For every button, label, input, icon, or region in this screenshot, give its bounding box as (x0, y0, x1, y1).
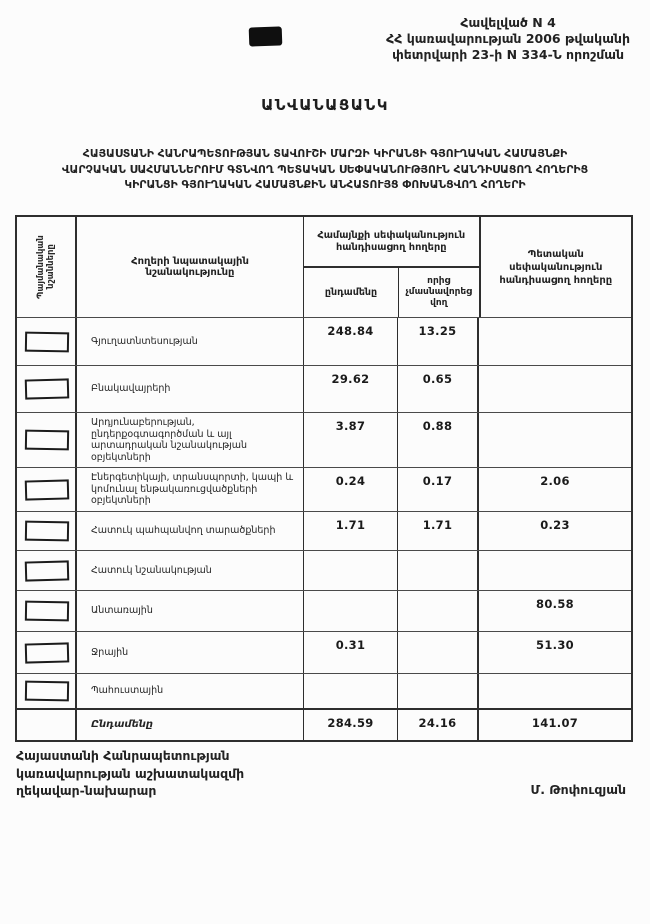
conventional-signs-label: Պայմանական նշանները (36, 235, 56, 299)
header-land-purpose: Հողերի նպատակային նշանակությունը (75, 217, 303, 317)
community-total-value (303, 551, 397, 590)
subheader-total: ընդամենը (324, 287, 378, 298)
state-property-value (477, 318, 631, 365)
community-total-value: 3.87 (303, 413, 397, 467)
land-category-label: Գյուղատնտեսության (75, 318, 303, 365)
non-privatized-value (397, 674, 477, 708)
state-property-value (477, 366, 631, 412)
sign-cell (17, 551, 75, 590)
subtitle-line: ԿԻՐԱՆՑԻ ԳՅՈՒՂԱԿԱՆ ՀԱՄԱՅՆՔԻՆ ԱՆՀԱՏՈՒՅՑ ՓՈ… (124, 178, 526, 191)
land-category-label: Պահուստային (75, 674, 303, 708)
community-property-group-label: Համայնքի սեփականություն հանդիսացող հողեր… (317, 229, 466, 253)
document-subtitle: ՀԱՅԱՍՏԱՆԻ ՀԱՆՐԱՊԵՏՈՒԹՅԱՆ ՏԱՎՈՒՇԻ ՄԱՐԶԻ Կ… (24, 146, 626, 193)
sign-cell (17, 632, 75, 673)
subtitle-line: ՀԱՅԱՍՏԱՆԻ ՀԱՆՐԱՊԵՏՈՒԹՅԱՆ ՏԱՎՈՒՇԻ ՄԱՐԶԻ Կ… (82, 147, 568, 160)
land-category-label: Էներգետիկայի, տրանսպորտի, կապի և կոմունա… (75, 468, 303, 511)
community-total-value (303, 674, 397, 708)
community-total-value (303, 591, 397, 631)
sign-cell (17, 413, 75, 467)
non-privatized-value (397, 551, 477, 590)
total-non-privatized-value: 24.16 (397, 710, 477, 740)
community-total-value: 1.71 (303, 512, 397, 550)
legend-box-icon (24, 429, 70, 451)
sign-cell (17, 318, 75, 365)
signatory-line: կառավարության աշխատակազմի (16, 765, 245, 781)
legend-box-icon (24, 520, 70, 542)
header-conventional-signs: Պայմանական նշանները (17, 217, 75, 317)
community-total-value: 29.62 (303, 366, 397, 412)
signatory-name: Մ. Թոփուզյան (530, 782, 626, 797)
decision-date-number: փետրվարի 23-ի N 334-Ն որոշման (392, 47, 625, 62)
table-row: Հատուկ նշանակության (17, 550, 631, 590)
total-label: Ընդամենը (75, 710, 303, 740)
total-state-value: 141.07 (477, 710, 631, 740)
state-property-value (477, 674, 631, 708)
sign-cell (17, 591, 75, 631)
signatory-position-block: Հայաստանի Հանրապետության կառավարության ա… (16, 747, 244, 800)
state-property-value: 80.58 (477, 591, 631, 631)
legend-box-icon (24, 331, 70, 352)
scan-ink-blob-artifact (248, 26, 283, 47)
signatory-line: ղեկավար-նախարար (16, 783, 157, 798)
signatory-line: Հայաստանի Հանրապետության (16, 748, 230, 763)
table-row: Էներգետիկայի, տրանսպորտի, կապի և կոմունա… (17, 467, 631, 511)
table-row: Արդյունաբերության, ընդերքօգտագործման և ա… (17, 412, 631, 467)
legend-box-icon (24, 478, 70, 501)
table-row: Բնակավայրերի 29.62 0.65 (17, 365, 631, 412)
community-total-value: 0.24 (303, 468, 397, 511)
legend-box-icon (24, 680, 70, 702)
community-total-value: 0.31 (303, 632, 397, 673)
header-state-property: Պետական սեփականություն հանդիսացող հողերը (478, 217, 632, 317)
non-privatized-value: 13.25 (397, 318, 477, 365)
legend-box-icon (24, 600, 70, 622)
legend-box-icon (24, 641, 70, 664)
appendix-number: Հավելված N 4 (460, 15, 556, 30)
land-category-label: Հատուկ նշանակության (75, 551, 303, 590)
non-privatized-value: 0.65 (397, 366, 477, 412)
total-community-value: 284.59 (303, 710, 397, 740)
sign-cell (17, 468, 75, 511)
land-category-label: Ջրային (75, 632, 303, 673)
sign-cell (17, 710, 75, 740)
table-row: Անտառային 80.58 (17, 590, 631, 631)
table-row: Ջրային 0.31 51.30 (17, 631, 631, 673)
non-privatized-value: 0.17 (397, 468, 477, 511)
state-property-value: 51.30 (477, 632, 631, 673)
land-category-label: Անտառային (75, 591, 303, 631)
non-privatized-value (397, 632, 477, 673)
table-row: Հատուկ պահպանվող տարածքների 1.71 1.71 0.… (17, 511, 631, 550)
sign-cell (17, 366, 75, 412)
legend-box-icon (24, 559, 70, 582)
table-total-row: Ընդամենը 284.59 24.16 141.07 (17, 708, 631, 740)
state-property-value: 0.23 (477, 512, 631, 550)
page-title: ԱՆՎԱՆԱՑԱՆԿ (261, 96, 389, 114)
sign-cell (17, 674, 75, 708)
non-privatized-value: 0.88 (397, 413, 477, 467)
community-total-value: 248.84 (303, 318, 397, 365)
non-privatized-value (397, 591, 477, 631)
land-category-label: Բնակավայրերի (75, 366, 303, 412)
appendix-header: Հավելված N 4 ՀՀ կառավարության 2006 թվակա… (386, 15, 630, 63)
sign-cell (17, 512, 75, 550)
state-property-value (477, 551, 631, 590)
state-property-value: 2.06 (477, 468, 631, 511)
government-decision-year: ՀՀ կառավարության 2006 թվականի (386, 31, 630, 46)
header-community-property-group: Համայնքի սեփականություն հանդիսացող հողեր… (303, 217, 479, 317)
table-header-row: Պայմանական նշանները Հողերի նպատակային նշ… (17, 217, 631, 317)
community-property-subheaders: ընդամենը որից չմասնավորեցվող (304, 266, 479, 317)
legend-box-icon (24, 378, 70, 400)
table-row: Գյուղատնտեսության 248.84 13.25 (17, 317, 631, 365)
subheader-non-privatized: որից չմասնավորեցվող (398, 268, 479, 317)
land-category-label: Հատուկ պահպանվող տարածքների (75, 512, 303, 550)
land-category-label: Արդյունաբերության, ընդերքօգտագործման և ա… (75, 413, 303, 467)
table-row: Պահուստային (17, 673, 631, 708)
land-transfer-table: Պայմանական նշանները Հողերի նպատակային նշ… (15, 215, 633, 742)
state-property-value (477, 413, 631, 467)
subtitle-line: ՎԱՐՉԱԿԱՆ ՍԱՀՄԱՆՆԵՐՈՒՄ ԳՏՆՎՈՂ ՊԵՏԱԿԱՆ ՍԵՓ… (61, 162, 589, 176)
non-privatized-value: 1.71 (397, 512, 477, 550)
